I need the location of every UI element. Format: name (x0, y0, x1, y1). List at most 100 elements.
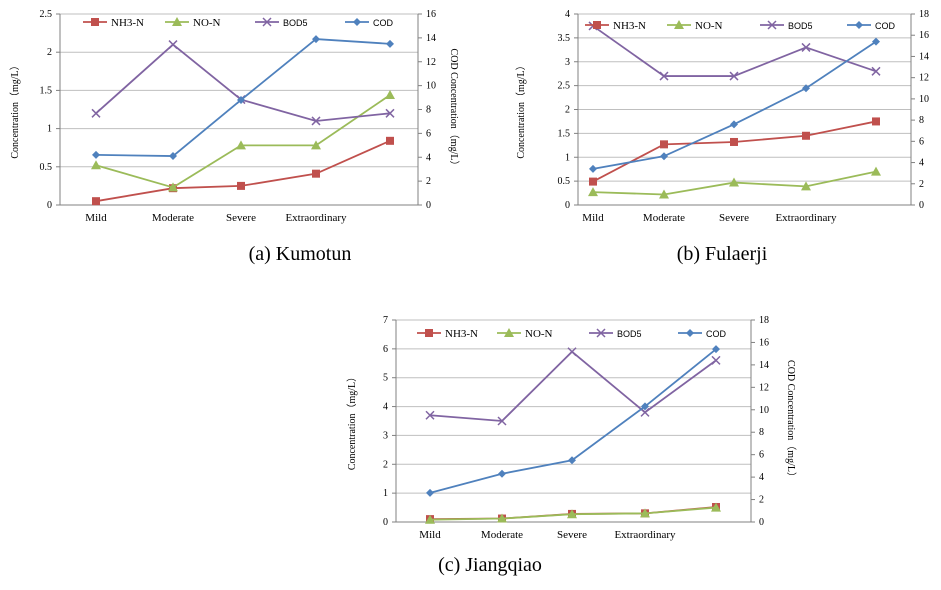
data-point (237, 181, 245, 190)
data-point (711, 502, 721, 512)
legend-marker (855, 21, 863, 29)
data-point (872, 117, 880, 126)
legend-label: COD (706, 329, 727, 339)
x-tick-label: Severe (226, 212, 256, 224)
data-point (640, 508, 650, 518)
y2-tick-label: 16 (919, 30, 929, 41)
series-bod5 (91, 40, 395, 126)
data-point (312, 169, 320, 178)
x-tick-label: Moderate (481, 529, 523, 541)
legend-marker (686, 329, 694, 337)
data-point (801, 181, 811, 191)
series-line (592, 120, 877, 183)
x-tick-label: Mild (85, 212, 107, 224)
y2-tick-label: 4 (919, 158, 924, 169)
legend-marker (593, 21, 601, 29)
y-tick-label: 1.5 (40, 85, 53, 96)
data-point (729, 71, 739, 81)
panel-caption: (b) Fulaerji (677, 243, 768, 265)
legend-label: NH3-N (111, 17, 144, 29)
data-point (712, 345, 720, 354)
data-point (91, 108, 101, 118)
x-tick-label: Mild (419, 529, 441, 541)
data-point (92, 197, 100, 206)
data-point (385, 108, 395, 118)
y-axis-title: Concentration（mg/L） (9, 60, 21, 158)
data-point (311, 116, 321, 126)
y-tick-label: 2 (383, 459, 388, 470)
legend-label: NO-N (695, 20, 723, 32)
y2-tick-label: 10 (759, 405, 769, 416)
series-no-n (425, 502, 721, 524)
data-point (660, 152, 668, 161)
data-point (237, 95, 245, 104)
data-point (871, 66, 881, 76)
x-tick-label: Mild (582, 212, 604, 224)
y2-tick-label: 14 (759, 360, 769, 371)
y-axis-title: Concentration（mg/L） (515, 60, 527, 158)
y-tick-label: 0 (47, 200, 52, 211)
series-line (429, 348, 717, 494)
legend-label: COD (373, 18, 394, 28)
y-tick-label: 2 (565, 105, 570, 116)
data-point (497, 513, 507, 523)
data-point (236, 140, 246, 150)
legend-marker (596, 328, 606, 338)
x-tick-label: Moderate (643, 212, 685, 224)
series-line (95, 43, 391, 122)
y2-tick-label: 10 (919, 94, 929, 105)
data-point (386, 136, 394, 145)
y2-tick-label: 14 (919, 51, 929, 62)
legend-label: BOD5 (788, 21, 813, 31)
y-tick-label: 3 (565, 57, 570, 68)
y2-tick-label: 6 (426, 128, 431, 139)
y-axis-title: Concentration（mg/L） (346, 372, 358, 470)
data-point (425, 410, 435, 420)
legend-marker (172, 17, 182, 26)
data-point (730, 120, 738, 129)
series-cod (589, 37, 880, 173)
y-tick-label: 2.5 (558, 81, 571, 92)
data-point (168, 40, 178, 50)
y-tick-label: 6 (383, 344, 388, 355)
data-point (567, 347, 577, 357)
data-point (871, 166, 881, 176)
x-tick-label: Extraordinary (614, 529, 676, 541)
data-point (567, 509, 577, 519)
y2-tick-label: 2 (759, 495, 764, 506)
y2-axis-title: COD Concentration（mg/L） (785, 360, 797, 482)
data-point (730, 137, 738, 146)
panel-caption: (a) Kumotun (249, 243, 352, 265)
x-tick-label: Severe (719, 212, 749, 224)
y2-tick-label: 12 (759, 382, 769, 393)
legend-marker (262, 17, 272, 27)
legend-marker (91, 18, 99, 26)
data-point (729, 177, 739, 187)
data-point (802, 84, 810, 93)
y2-tick-label: 18 (759, 315, 769, 326)
data-point (659, 71, 669, 81)
data-point (168, 182, 178, 192)
data-point (801, 42, 811, 52)
legend-marker (674, 20, 684, 29)
data-point (872, 37, 880, 46)
y-tick-label: 1 (383, 488, 388, 499)
series-bod5 (425, 347, 721, 426)
data-point (91, 160, 101, 170)
y2-tick-label: 12 (919, 73, 929, 84)
data-point (311, 140, 321, 150)
data-point (498, 469, 506, 478)
y2-tick-label: 2 (426, 176, 431, 187)
y-tick-label: 5 (383, 373, 388, 384)
y2-tick-label: 2 (919, 179, 924, 190)
data-point (802, 131, 810, 140)
data-point (425, 514, 435, 524)
y-tick-label: 4 (383, 402, 388, 413)
y-tick-label: 2 (47, 47, 52, 58)
data-point (385, 89, 395, 99)
y-tick-label: 1 (565, 152, 570, 163)
y2-tick-label: 16 (759, 337, 769, 348)
y-tick-label: 3.5 (558, 33, 571, 44)
